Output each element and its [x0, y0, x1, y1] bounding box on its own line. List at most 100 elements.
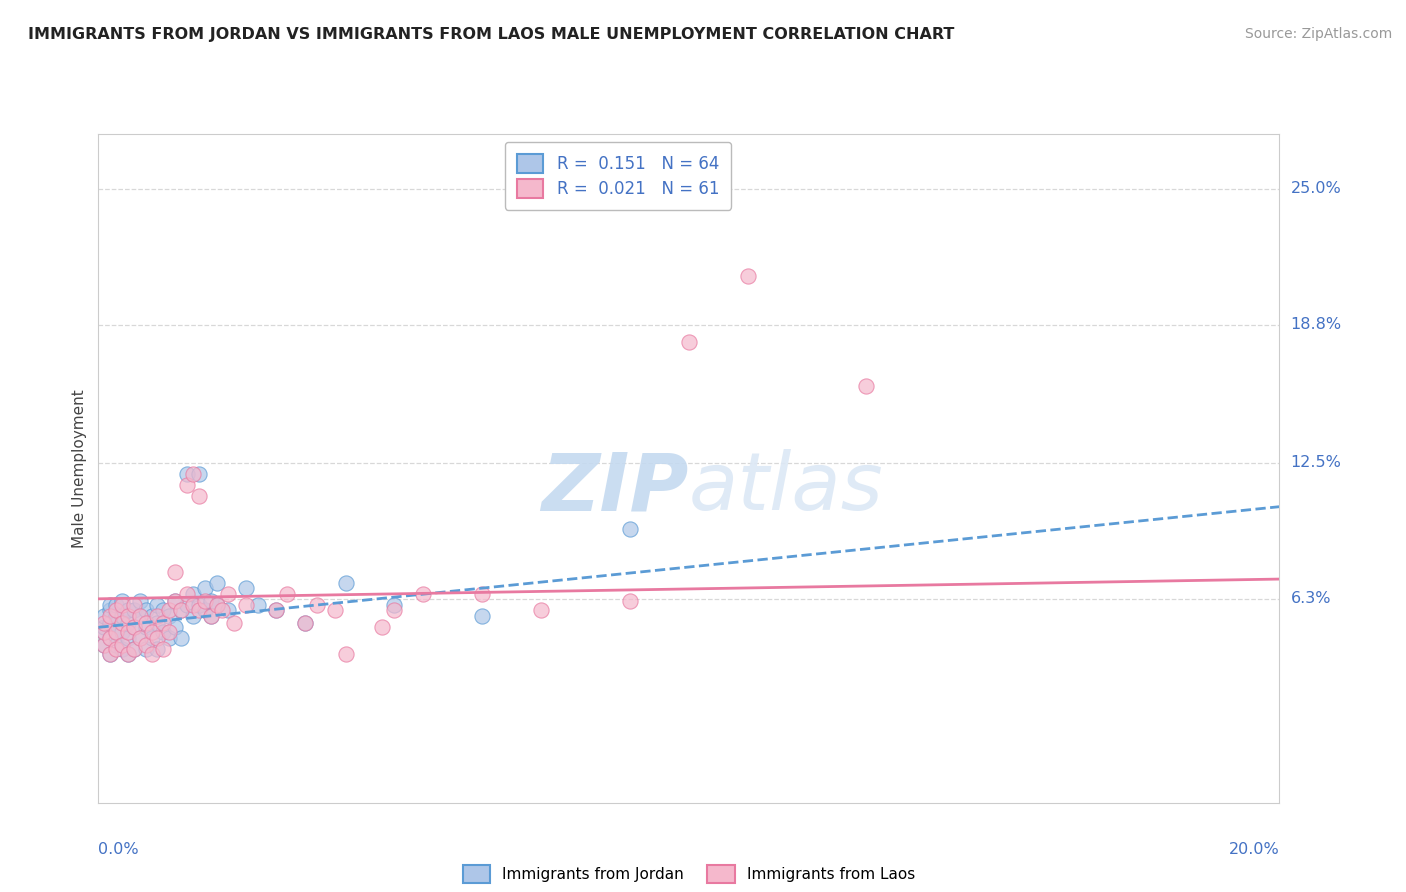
Point: [187, 603, 209, 617]
Point: [235, 599, 257, 613]
Point: [135, 642, 157, 657]
Point: [93, 624, 115, 639]
Point: [157, 609, 180, 624]
Point: [264, 603, 287, 617]
Point: [111, 615, 134, 630]
Point: [105, 603, 128, 617]
Point: [205, 576, 228, 591]
Text: 0.0%: 0.0%: [98, 842, 139, 856]
Point: [98, 632, 121, 646]
Point: [471, 587, 494, 601]
Point: [855, 379, 877, 393]
Point: [217, 603, 239, 617]
Point: [335, 647, 357, 661]
Point: [98, 632, 121, 646]
Point: [181, 467, 204, 481]
Point: [323, 603, 346, 617]
Point: [211, 603, 233, 617]
Point: [111, 599, 134, 613]
Point: [98, 615, 121, 630]
Text: atlas: atlas: [689, 450, 884, 527]
Point: [141, 624, 163, 639]
Point: [128, 609, 150, 624]
Point: [170, 603, 193, 617]
Point: [128, 594, 150, 608]
Text: 12.5%: 12.5%: [1291, 455, 1341, 470]
Point: [187, 599, 209, 613]
Point: [141, 632, 163, 646]
Point: [152, 624, 174, 639]
Point: [176, 477, 198, 491]
Point: [105, 609, 128, 624]
Text: 20.0%: 20.0%: [1229, 842, 1279, 856]
Point: [105, 599, 128, 613]
Text: 18.8%: 18.8%: [1291, 318, 1341, 332]
Point: [382, 599, 405, 613]
Point: [135, 615, 157, 630]
Point: [412, 587, 434, 601]
Point: [111, 624, 134, 639]
Point: [98, 599, 121, 613]
Point: [98, 609, 121, 624]
Point: [276, 587, 298, 601]
Point: [176, 599, 198, 613]
Point: [146, 632, 169, 646]
Text: 25.0%: 25.0%: [1291, 181, 1341, 196]
Point: [176, 467, 198, 481]
Point: [165, 620, 187, 634]
Point: [128, 632, 150, 646]
Point: [619, 522, 641, 536]
Text: Source: ZipAtlas.com: Source: ZipAtlas.com: [1244, 27, 1392, 41]
Point: [181, 609, 204, 624]
Point: [117, 624, 139, 639]
Point: [678, 335, 700, 350]
Point: [371, 620, 394, 634]
Point: [93, 638, 115, 652]
Point: [105, 624, 128, 639]
Point: [111, 609, 134, 624]
Point: [152, 642, 174, 657]
Point: [122, 642, 145, 657]
Point: [141, 609, 163, 624]
Point: [122, 603, 145, 617]
Point: [93, 638, 115, 652]
Text: 6.3%: 6.3%: [1291, 591, 1331, 607]
Text: IMMIGRANTS FROM JORDAN VS IMMIGRANTS FROM LAOS MALE UNEMPLOYMENT CORRELATION CHA: IMMIGRANTS FROM JORDAN VS IMMIGRANTS FRO…: [28, 27, 955, 42]
Point: [335, 576, 357, 591]
Point: [170, 632, 193, 646]
Point: [117, 603, 139, 617]
Point: [200, 594, 222, 608]
Point: [205, 599, 228, 613]
Point: [93, 624, 115, 639]
Point: [235, 581, 257, 595]
Point: [264, 603, 287, 617]
Point: [146, 599, 169, 613]
Point: [122, 642, 145, 657]
Point: [117, 647, 139, 661]
Point: [93, 615, 115, 630]
Point: [294, 615, 316, 630]
Point: [122, 599, 145, 613]
Point: [105, 638, 128, 652]
Point: [146, 615, 169, 630]
Point: [217, 587, 239, 601]
Point: [117, 615, 139, 630]
Point: [117, 647, 139, 661]
Point: [141, 647, 163, 661]
Point: [105, 642, 128, 657]
Point: [105, 624, 128, 639]
Point: [246, 599, 269, 613]
Point: [122, 620, 145, 634]
Point: [194, 581, 217, 595]
Point: [146, 609, 169, 624]
Point: [737, 269, 759, 284]
Point: [200, 609, 222, 624]
Point: [305, 599, 328, 613]
Y-axis label: Male Unemployment: Male Unemployment: [72, 389, 87, 548]
Point: [135, 620, 157, 634]
Point: [135, 638, 157, 652]
Point: [152, 603, 174, 617]
Point: [181, 587, 204, 601]
Point: [530, 603, 553, 617]
Point: [122, 620, 145, 634]
